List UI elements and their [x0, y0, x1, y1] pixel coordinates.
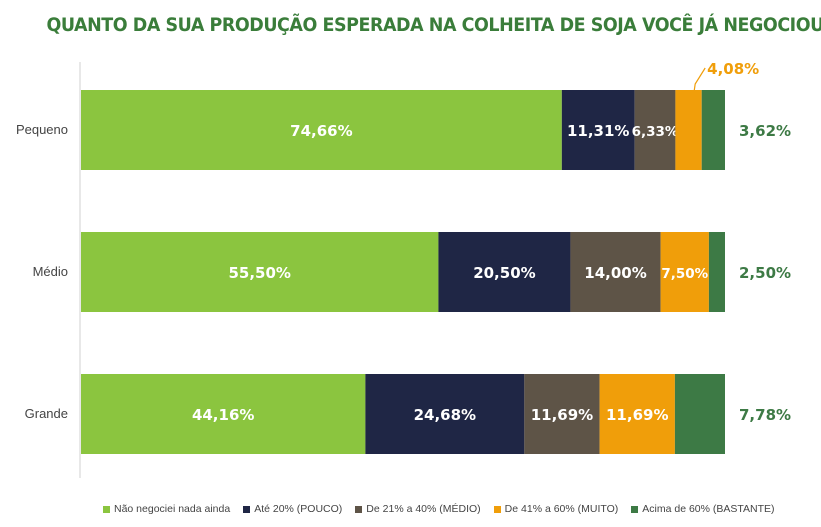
legend-label: Acima de 60% (BASTANTE) [642, 503, 775, 515]
bar-segment [81, 374, 366, 454]
data-label: 3,62% [739, 122, 791, 140]
bar-segment [438, 232, 571, 312]
bar-segment [81, 90, 562, 170]
bar-segment [674, 374, 725, 454]
legend-swatch [355, 505, 363, 513]
leader-line [682, 67, 706, 169]
bar-segment [570, 232, 661, 312]
data-label: 7,78% [739, 406, 791, 424]
legend-swatch [631, 505, 639, 513]
legend-item: Não negociei nada ainda [103, 503, 230, 515]
category-label: Pequeno [16, 122, 68, 137]
legend-item: Até 20% (POUCO) [243, 503, 342, 515]
legend-label: De 21% a 40% (MÉDIO) [366, 503, 481, 515]
data-label: 4,08% [707, 60, 759, 78]
category-label: Médio [33, 264, 68, 279]
legend-label: Até 20% (POUCO) [254, 503, 343, 515]
legend-label: Não negociei nada ainda [114, 503, 231, 515]
data-label: 14,00% [584, 264, 646, 282]
bar-segment [365, 374, 525, 454]
legend-swatch [103, 505, 110, 513]
data-label: 11,31% [567, 122, 629, 140]
bar-segment [81, 232, 439, 312]
legend-item: De 21% a 40% (MÉDIO) [355, 503, 481, 515]
data-label: 7,50% [661, 266, 708, 282]
bar-segment [634, 90, 676, 170]
data-label: 11,69% [531, 406, 593, 424]
bar-segment [561, 90, 635, 170]
data-label: 11,69% [606, 406, 668, 424]
bar-segment [524, 374, 600, 454]
data-label: 55,50% [228, 264, 290, 282]
data-label: 20,50% [473, 264, 535, 282]
bar-segment [660, 232, 709, 312]
legend-label: De 41% a 60% (MUITO) [504, 503, 619, 515]
legend-swatch [493, 505, 501, 513]
chart-legend: Não negociei nada ainda Até 20% (POUCO) De… [103, 501, 788, 517]
data-label: 74,66% [290, 122, 352, 140]
bar-segment [599, 374, 675, 454]
bar-segment [701, 90, 725, 170]
data-label: 2,50% [739, 264, 791, 282]
data-label: 44,16% [192, 406, 254, 424]
legend-item: Acima de 60% (BASTANTE) [631, 503, 775, 515]
data-label: 6,33% [632, 124, 679, 140]
data-label: 24,68% [414, 406, 476, 424]
chart-title: QUANTO DA SUA PRODUÇÃO ESPERADA NA COLHE… [46, 14, 821, 36]
legend-swatch [243, 505, 251, 513]
bar-segment [708, 232, 725, 312]
legend-item: De 41% a 60% (MUITO) [493, 503, 619, 515]
category-label: Grande [25, 406, 68, 421]
